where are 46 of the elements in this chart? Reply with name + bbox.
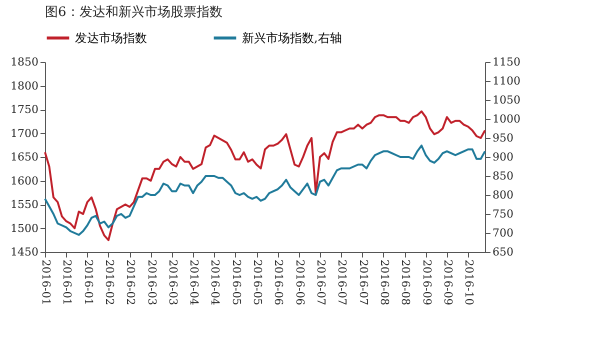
x-tick-label: 2016-05 [251,260,264,306]
y2-tick-label: 950 [492,132,514,144]
x-tick-label: 2016-03 [166,260,180,306]
x-tick-label: 2016-03 [145,260,158,306]
y-tick-label: 1700 [10,126,38,140]
y-tick-label: 1850 [10,56,38,68]
y2-tick-label: 750 [492,208,514,220]
y2-tick-label: 650 [492,246,514,258]
y2-tick-label: 1150 [492,56,520,68]
x-tick-label: 2016-08 [378,260,391,306]
y2-tick-label: 1000 [492,112,520,126]
y2-tick-label: 800 [492,188,514,202]
y2-tick-label: 1100 [492,74,520,88]
x-tick-label: 2016-01 [60,260,74,306]
x-tick-label: 2016-10 [462,260,476,306]
x-tick-label: 2016-07 [314,260,328,306]
y2-tick-label: 850 [492,170,514,182]
legend-label: 发达市场指数 [75,31,147,45]
x-tick-label: 2016-05 [230,260,243,306]
x-tick-label: 2016-04 [188,260,201,306]
y-tick-label: 1800 [10,79,38,92]
x-tick-label: 2016-07 [356,260,370,306]
x-tick-label: 2016-06 [293,260,306,306]
y2-tick-label: 900 [492,150,514,164]
x-tick-label: 2016-01 [82,260,95,306]
x-tick-label: 2016-07 [336,260,349,306]
chart-title: 图6：发达和新兴市场股票指数 [45,5,222,20]
line-series [44,144,486,236]
y2-tick-label: 1050 [492,94,520,106]
x-tick-label: 2016-09 [441,260,454,306]
x-tick-label: 2016-06 [272,260,286,306]
y-tick-label: 1750 [10,103,38,116]
line-series [44,110,486,242]
y2-tick-label: 700 [492,226,514,240]
x-tick-label: 2016-02 [102,260,116,306]
legend-label: 新兴市场指数,右轴 [242,31,342,45]
x-tick-label: 2016-02 [124,260,138,306]
x-tick-label: 2016-09 [420,260,434,306]
x-tick-label: 2016-01 [40,260,52,306]
y-tick-label: 1450 [10,246,38,258]
y-tick-label: 1550 [10,198,38,211]
y-tick-label: 1600 [10,174,38,188]
y-tick-label: 1500 [10,222,38,235]
x-tick-label: 2016-08 [399,260,412,306]
y-tick-label: 1650 [10,150,38,164]
x-tick-label: 2016-04 [208,260,222,306]
